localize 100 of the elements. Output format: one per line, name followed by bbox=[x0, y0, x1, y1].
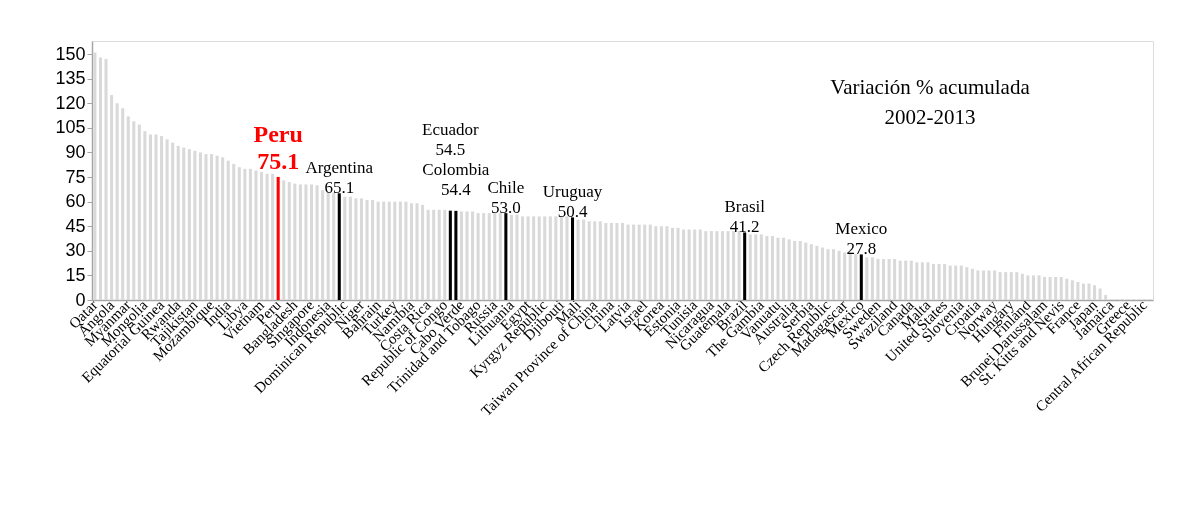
bar bbox=[193, 150, 197, 300]
bar bbox=[926, 262, 930, 300]
bar bbox=[1015, 272, 1019, 300]
bar bbox=[715, 231, 719, 300]
bar bbox=[426, 209, 430, 300]
y-tick-label: 75 bbox=[65, 166, 86, 187]
bar bbox=[670, 227, 675, 300]
bar bbox=[743, 232, 747, 300]
bar bbox=[615, 222, 619, 300]
bar bbox=[570, 217, 575, 300]
bar bbox=[604, 222, 608, 300]
bar bbox=[1104, 295, 1108, 300]
bar bbox=[276, 176, 280, 300]
bar bbox=[554, 216, 558, 300]
bar bbox=[1048, 277, 1052, 300]
bar bbox=[1026, 275, 1030, 300]
bar bbox=[737, 231, 741, 300]
bar bbox=[1037, 275, 1041, 300]
y-tick-label: 30 bbox=[65, 240, 86, 261]
bar bbox=[537, 216, 541, 300]
bar bbox=[515, 214, 519, 300]
bar bbox=[876, 259, 880, 300]
bar bbox=[898, 260, 902, 300]
data-label: Peru 75.1 bbox=[253, 120, 303, 174]
bar bbox=[748, 234, 752, 300]
bar bbox=[104, 59, 108, 300]
bar bbox=[259, 172, 264, 300]
bar bbox=[476, 213, 480, 300]
bar bbox=[676, 227, 680, 300]
bar bbox=[215, 155, 219, 300]
bar bbox=[509, 214, 513, 300]
text: Variación % acumulada 2002-2013 bbox=[830, 75, 1031, 129]
bar bbox=[620, 222, 625, 300]
bar bbox=[271, 173, 275, 300]
y-tick-label: 60 bbox=[65, 191, 86, 212]
bar bbox=[565, 216, 569, 300]
bar bbox=[243, 168, 247, 300]
y-tick-label: 105 bbox=[55, 117, 86, 138]
bar bbox=[976, 270, 980, 300]
bar bbox=[981, 270, 986, 300]
bar bbox=[787, 239, 791, 300]
bar bbox=[965, 267, 969, 300]
bar bbox=[93, 52, 97, 300]
bar bbox=[326, 191, 330, 300]
bar bbox=[337, 193, 341, 300]
data-label: Ecuador 54.5 bbox=[422, 119, 479, 159]
bar bbox=[931, 263, 936, 300]
bar bbox=[726, 231, 730, 300]
bar bbox=[254, 170, 258, 300]
bar bbox=[587, 221, 591, 300]
y-tick-label: 15 bbox=[65, 264, 86, 285]
bar bbox=[309, 184, 314, 300]
bar bbox=[637, 224, 641, 300]
bar bbox=[915, 262, 919, 300]
bar bbox=[226, 160, 230, 300]
bar bbox=[848, 252, 852, 300]
y-tick-label: 45 bbox=[65, 215, 86, 236]
bar bbox=[354, 198, 358, 300]
data-label: Uruguay 50.4 bbox=[542, 182, 603, 222]
data-label: Chile 53.0 bbox=[487, 178, 525, 218]
bar bbox=[359, 198, 364, 300]
bar bbox=[293, 183, 297, 300]
bar bbox=[332, 192, 336, 300]
bar bbox=[687, 229, 691, 300]
bar bbox=[948, 265, 952, 300]
bar bbox=[459, 211, 463, 300]
bar bbox=[365, 200, 369, 300]
bar bbox=[448, 210, 452, 300]
y-tick-label: 150 bbox=[55, 43, 86, 64]
bar bbox=[504, 213, 508, 300]
bar bbox=[393, 201, 397, 300]
bar bbox=[665, 226, 669, 300]
bar bbox=[654, 226, 658, 300]
bar bbox=[376, 201, 380, 300]
bar bbox=[415, 203, 419, 300]
bar bbox=[315, 185, 319, 300]
bar bbox=[154, 134, 158, 300]
bar bbox=[837, 250, 841, 300]
y-tick-label: 135 bbox=[55, 68, 86, 89]
bar bbox=[454, 210, 458, 300]
bar bbox=[937, 263, 941, 300]
data-label: Argentina 65.1 bbox=[305, 158, 374, 198]
data-label: Mexico 27.8 bbox=[835, 219, 888, 259]
bar bbox=[776, 237, 780, 300]
bar bbox=[304, 184, 308, 300]
bar bbox=[815, 245, 819, 300]
bar bbox=[704, 231, 708, 300]
data-label: Brasil 41.2 bbox=[724, 197, 766, 237]
bar bbox=[265, 173, 269, 300]
bar bbox=[1076, 281, 1080, 300]
bar bbox=[987, 270, 991, 300]
bar bbox=[526, 216, 530, 300]
bar bbox=[998, 272, 1002, 300]
bar bbox=[143, 131, 147, 300]
bar bbox=[1087, 283, 1091, 300]
bar bbox=[465, 211, 469, 300]
bar bbox=[443, 209, 447, 300]
bar bbox=[865, 257, 869, 300]
bar bbox=[1098, 288, 1102, 300]
y-tick-label: 90 bbox=[65, 141, 86, 162]
